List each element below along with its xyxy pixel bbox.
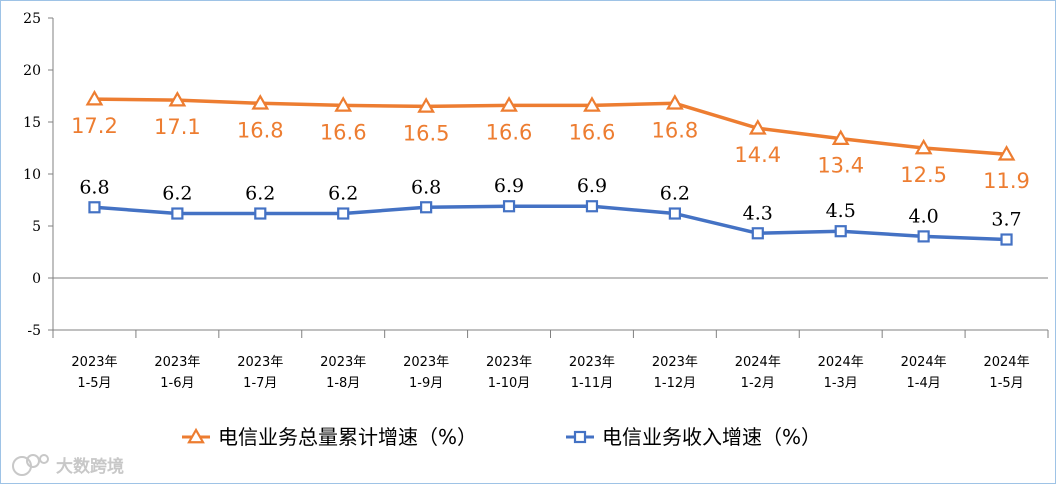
data-point bbox=[500, 96, 518, 112]
watermark-logo-icon bbox=[12, 454, 49, 476]
data-point bbox=[337, 207, 350, 220]
x-tick-label-period: 1-5月 bbox=[77, 376, 111, 391]
data-label: 12.5 bbox=[900, 163, 947, 187]
x-tick-label-period: 1-2月 bbox=[741, 376, 775, 391]
y-tick-label: 25 bbox=[23, 11, 41, 27]
data-point bbox=[665, 94, 684, 110]
x-tick-label-period: 1-6月 bbox=[160, 376, 194, 391]
x-tick-label-period: 1-11月 bbox=[571, 376, 614, 391]
data-label: 6.2 bbox=[660, 183, 690, 205]
x-tick-label-year: 2023年 bbox=[403, 355, 449, 370]
x-tick-label-year: 2024年 bbox=[735, 355, 781, 370]
x-tick-label-period: 1-9月 bbox=[409, 376, 443, 391]
data-label: 17.2 bbox=[71, 114, 118, 138]
data-point bbox=[420, 201, 433, 214]
y-tick-label: 10 bbox=[23, 167, 41, 183]
data-point bbox=[254, 207, 267, 220]
x-tick-label-year: 2023年 bbox=[486, 355, 532, 370]
y-tick-labels: -5 0 5 10 15 20 25 bbox=[23, 11, 41, 339]
series-layer: 17.2 17.1 16.8 16.6 16.5 16.6 16.6 16.8 14.4 13.4… bbox=[71, 89, 1030, 246]
legend-label: 电信业务收入增速（%） bbox=[602, 425, 821, 449]
y-tick-label: 0 bbox=[32, 271, 41, 287]
data-point bbox=[997, 145, 1016, 161]
series-telecom-revenue: 6.8 6.2 6.2 6.2 6.8 6.9 6.9 6.2 4.3 4.5 4.0 3.7 bbox=[79, 175, 1022, 246]
data-point bbox=[1000, 233, 1013, 246]
data-point bbox=[917, 230, 930, 243]
x-tick-label-period: 1-5月 bbox=[989, 376, 1023, 391]
legend-item-telecom-volume: 电信业务总量累计增速（%） bbox=[182, 425, 477, 449]
x-tick-label-period: 1-3月 bbox=[824, 376, 858, 391]
data-point bbox=[251, 94, 270, 110]
data-label: 16.6 bbox=[486, 120, 533, 144]
legend-triangle-icon bbox=[187, 427, 205, 444]
data-label: 6.9 bbox=[577, 175, 607, 197]
data-point bbox=[168, 90, 187, 107]
data-label: 16.8 bbox=[237, 118, 284, 142]
legend: 电信业务总量累计增速（%） 电信业务收入增速（%） bbox=[182, 425, 821, 449]
x-tick-label-period: 1-7月 bbox=[243, 376, 277, 391]
data-label: 6.2 bbox=[328, 183, 358, 205]
x-tick-label-year: 2023年 bbox=[154, 355, 200, 370]
data-label: 16.5 bbox=[403, 121, 450, 145]
data-label: 16.6 bbox=[320, 120, 367, 144]
series-telecom-volume: 17.2 17.1 16.8 16.6 16.5 16.6 16.6 16.8 14.4 13.4… bbox=[71, 89, 1030, 193]
data-point bbox=[668, 207, 681, 220]
data-label: 6.8 bbox=[411, 176, 441, 198]
data-point bbox=[334, 96, 353, 112]
data-label: 4.3 bbox=[743, 202, 773, 224]
data-label: 4.0 bbox=[909, 205, 939, 227]
data-point bbox=[748, 119, 767, 135]
watermark-text: 大数跨境 bbox=[56, 456, 124, 477]
x-tick-labels: 2023年 1-5月 2023年 1-6月 2023年 1-7月 2023年 1-8月 2023… bbox=[71, 355, 1029, 391]
y-tick-label: 5 bbox=[32, 219, 41, 235]
data-point bbox=[88, 201, 101, 214]
data-label: 13.4 bbox=[817, 154, 864, 178]
data-label: 16.8 bbox=[651, 118, 698, 142]
x-tick-label-year: 2023年 bbox=[71, 355, 117, 370]
legend-square-icon bbox=[573, 430, 587, 444]
axes bbox=[48, 17, 1049, 338]
data-label: 17.1 bbox=[154, 115, 201, 139]
x-tick-label-year: 2024年 bbox=[901, 355, 947, 370]
x-tick-label-period: 1-4月 bbox=[907, 376, 941, 391]
data-label: 6.8 bbox=[79, 176, 109, 198]
x-tick-label-year: 2024年 bbox=[818, 355, 864, 370]
x-tick-label-period: 1-12月 bbox=[654, 376, 697, 391]
watermark: 大数跨境 bbox=[12, 454, 124, 477]
data-point bbox=[834, 225, 847, 238]
data-label: 6.9 bbox=[494, 175, 524, 197]
data-point bbox=[585, 200, 599, 213]
series-line bbox=[94, 204, 1007, 242]
data-point bbox=[502, 200, 516, 213]
legend-item-telecom-revenue: 电信业务收入增速（%） bbox=[566, 425, 821, 449]
x-tick-label-year: 2023年 bbox=[569, 355, 615, 370]
x-tick-label-period: 1-10月 bbox=[488, 376, 531, 391]
data-point bbox=[171, 207, 184, 220]
data-label: 16.6 bbox=[569, 120, 616, 144]
data-label: 14.4 bbox=[734, 143, 781, 167]
x-tick-label-year: 2023年 bbox=[320, 355, 366, 370]
data-point bbox=[417, 97, 436, 113]
data-label: 3.7 bbox=[991, 209, 1021, 231]
data-label: 4.5 bbox=[826, 200, 856, 222]
data-point bbox=[583, 96, 601, 112]
data-label: 6.2 bbox=[245, 183, 275, 205]
data-label: 11.9 bbox=[983, 169, 1030, 193]
x-tick-label-year: 2024年 bbox=[983, 355, 1029, 370]
data-point bbox=[85, 89, 104, 106]
data-point bbox=[914, 138, 933, 155]
x-tick-label-year: 2023年 bbox=[237, 355, 283, 370]
y-tick-label: 15 bbox=[23, 115, 41, 131]
data-point bbox=[831, 129, 850, 145]
series-line bbox=[94, 97, 1007, 156]
data-point bbox=[751, 227, 764, 240]
legend-label: 电信业务总量累计增速（%） bbox=[218, 425, 477, 449]
data-label: 6.2 bbox=[162, 183, 192, 205]
y-tick-label: -5 bbox=[27, 323, 41, 339]
x-tick-label-period: 1-8月 bbox=[326, 376, 360, 391]
y-tick-label: 20 bbox=[23, 63, 41, 79]
x-tick-label-year: 2023年 bbox=[652, 355, 698, 370]
